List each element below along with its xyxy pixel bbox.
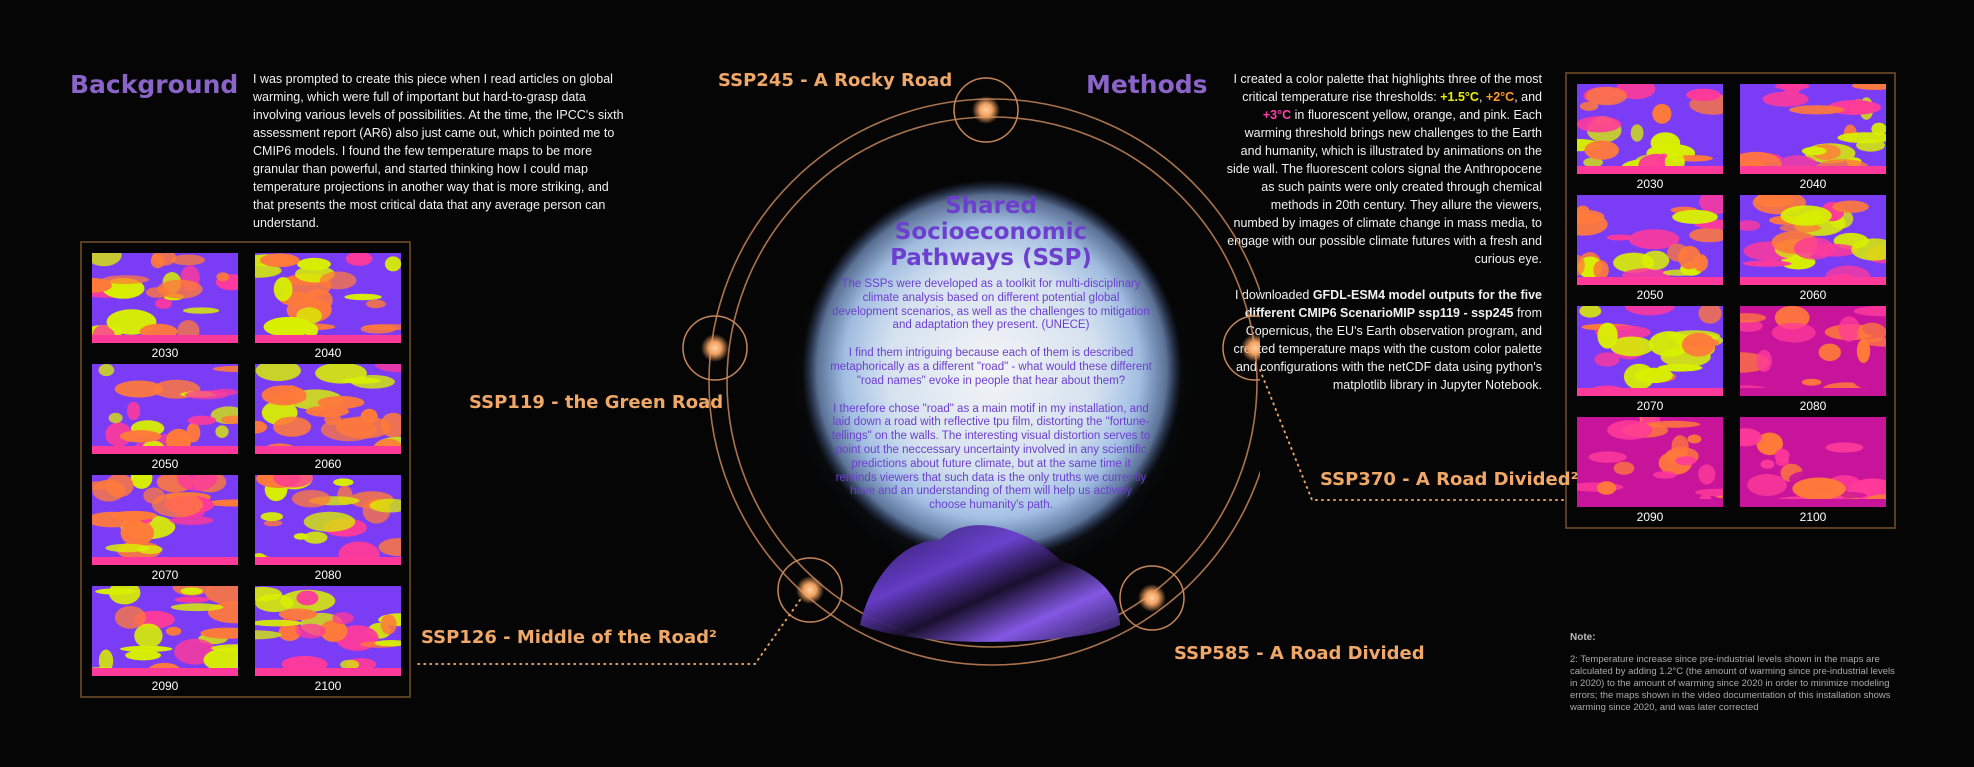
methods-heading: Methods (1086, 70, 1208, 99)
map-year-label: 2090 (151, 679, 179, 693)
temperature-map-image (92, 586, 238, 676)
node-ssp370 (1222, 315, 1260, 381)
map-cell: 2100 (1740, 417, 1886, 524)
node-ssp119 (682, 315, 748, 381)
map-cell: 2100 (255, 586, 401, 693)
temperature-map-image (1577, 84, 1723, 174)
map-year-label: 2030 (1636, 177, 1664, 191)
map-cell: 2060 (1740, 195, 1886, 302)
map-cell: 2040 (1740, 84, 1886, 191)
background-text: I was prompted to create this piece when… (253, 72, 624, 230)
map-year-label: 2070 (151, 568, 179, 582)
map-cell: 2040 (255, 253, 401, 360)
sphere-text: The SSPs were developed as a toolkit for… (830, 278, 1152, 513)
methods-para2-before: I downloaded (1234, 288, 1313, 302)
node-ssp370-glow (1241, 334, 1260, 362)
map-cell: 2070 (1577, 306, 1723, 413)
node-ssp126 (777, 557, 843, 623)
map-year-label: 2090 (1636, 510, 1664, 524)
node-ssp126-glow (796, 576, 824, 604)
map-cell: 2070 (92, 475, 238, 582)
map-year-label: 2060 (1799, 288, 1827, 302)
methods-sep2: , and (1514, 90, 1542, 104)
label-ssp119: SSP119 - the Green Road (469, 392, 724, 413)
ssp-ring-diagram (682, 77, 1260, 666)
reflective-road-film (860, 525, 1120, 642)
methods-sep1: , (1478, 90, 1486, 104)
map-cell: 2080 (255, 475, 401, 582)
temperature-map-image (1740, 84, 1886, 174)
connector-ssp126 (414, 599, 801, 665)
note-text: 2: Temperature increase since pre-indust… (1570, 654, 1895, 713)
temperature-map-image (92, 364, 238, 454)
map-cell: 2050 (92, 364, 238, 471)
temperature-map-image (255, 475, 401, 565)
map-year-label: 2040 (314, 346, 342, 360)
map-year-label: 2050 (1636, 288, 1664, 302)
temperature-map-image (1577, 417, 1723, 507)
map-year-label: 2040 (1799, 177, 1827, 191)
node-ssp245-glow (972, 96, 1000, 124)
methods-para2-bold: GFDL-ESM4 model outputs for the five dif… (1244, 288, 1542, 320)
methods-para1-before: I created a color palette that highlight… (1233, 72, 1542, 104)
methods-para2-after: from Copernicus, the EU's Earth observat… (1233, 306, 1542, 392)
temperature-map-image (92, 475, 238, 565)
sphere-paragraph-3: I therefore chose "road" as a main motif… (831, 402, 1151, 512)
temperature-map-image (255, 586, 401, 676)
label-ssp126: SSP126 - Middle of the Road² (421, 627, 717, 648)
temperature-map-image (1740, 306, 1886, 396)
map-cell: 2030 (1577, 84, 1723, 191)
temperature-map-image (1740, 417, 1886, 507)
threshold-3: +3°C (1262, 108, 1292, 122)
temperature-map-image (255, 364, 401, 454)
map-year-label: 2070 (1636, 399, 1664, 413)
node-ssp119-glow (701, 334, 729, 362)
sphere-paragraph-1: The SSPs were developed as a toolkit for… (832, 278, 1150, 332)
methods-text: I created a color palette that highlight… (1226, 70, 1542, 394)
map-year-label: 2060 (314, 457, 342, 471)
map-cell: 2050 (1577, 195, 1723, 302)
map-cell: 2090 (92, 586, 238, 693)
left-map-panel: 2030 2040 2050 2060 2070 2080 2090 2100 (80, 241, 411, 698)
map-year-label: 2050 (151, 457, 179, 471)
label-ssp585: SSP585 - A Road Divided (1174, 643, 1425, 664)
label-ssp370: SSP370 - A Road Divided² (1320, 469, 1579, 490)
sphere-paragraph-2: I find them intriguing because each of t… (830, 347, 1152, 387)
map-cell: 2030 (92, 253, 238, 360)
map-year-label: 2100 (314, 679, 342, 693)
node-ssp585-glow (1138, 584, 1166, 612)
map-cell: 2090 (1577, 417, 1723, 524)
temperature-map-image (1577, 306, 1723, 396)
sphere-title: Shared Socioeconomic Pathways (SSP) (890, 193, 1092, 271)
node-ssp585 (1119, 565, 1185, 631)
map-cell: 2080 (1740, 306, 1886, 413)
threshold-1-5: +1.5°C (1440, 90, 1479, 104)
map-year-label: 2030 (151, 346, 179, 360)
map-cell: 2060 (255, 364, 401, 471)
node-ssp245 (953, 77, 1019, 143)
map-year-label: 2100 (1799, 510, 1827, 524)
map-year-label: 2080 (314, 568, 342, 582)
threshold-2: +2°C (1485, 90, 1515, 104)
temperature-map-image (92, 253, 238, 343)
glowing-sphere (802, 180, 1182, 560)
right-map-panel: 2030 2040 2050 2060 2070 2080 2090 2100 (1565, 72, 1896, 529)
temperature-map-image (255, 253, 401, 343)
note-title: Note: (1570, 632, 1596, 643)
temperature-map-image (1577, 195, 1723, 285)
label-ssp245: SSP245 - A Rocky Road (718, 70, 953, 91)
methods-para1-after: in fluorescent yellow, orange, and pink.… (1226, 108, 1542, 266)
map-year-label: 2080 (1799, 399, 1827, 413)
temperature-map-image (1740, 195, 1886, 285)
background-heading: Background (70, 70, 239, 99)
